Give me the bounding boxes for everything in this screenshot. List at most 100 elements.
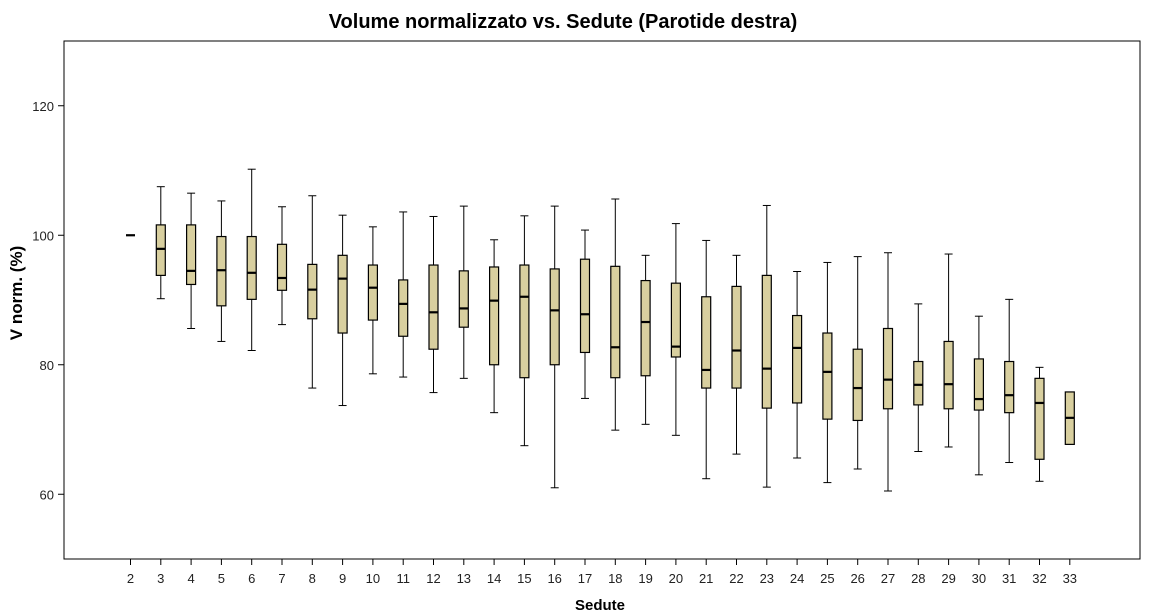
box-17 [579,229,591,399]
box-21 [701,239,712,480]
box-27 [882,252,894,492]
x-axis-label: Sedute [575,597,625,614]
x-tick-label: 9 [339,571,346,586]
x-tick-label: 7 [278,571,285,586]
box-7 [276,206,288,326]
box-22 [731,254,742,455]
box-18 [610,198,621,431]
box-iqr [822,332,833,420]
x-tick-label: 32 [1032,571,1046,586]
box-iqr [549,268,560,366]
box-20 [670,223,682,436]
x-tick-label: 16 [547,571,561,586]
box-iqr [489,266,500,366]
box-3 [155,186,166,300]
chart-title: Volume normalizzato vs. Sedute (Parotide… [329,11,798,33]
box-5 [216,200,227,342]
y-tick-label: 100 [32,228,54,243]
x-tick-label: 8 [309,571,316,586]
box-iqr [761,274,772,409]
x-tick-label: 13 [457,571,471,586]
box-29 [943,253,954,448]
x-tick-label: 24 [790,571,804,586]
box-24 [791,271,803,459]
y-tick-label: 120 [32,99,54,114]
x-tick-label: 3 [157,571,164,586]
box-iqr [367,264,378,321]
x-tick-label: 5 [218,571,225,586]
y-axis: 60 80 100 120 [32,99,64,502]
x-tick-label: 19 [638,571,652,586]
box-19 [640,254,651,425]
box-iqr [640,279,651,377]
box-16 [549,205,560,489]
box-26 [852,256,863,470]
x-tick-label: 15 [517,571,531,586]
x-tick-label: 2 [127,571,134,586]
x-axis: 2 3 4 5 6 7 8 9 10 11 12 13 14 15 16 17 18 19 20 21 22 23 24 25… [127,559,1077,586]
box-iqr [579,258,591,354]
x-tick-label: 21 [699,571,713,586]
x-tick-label: 26 [850,571,864,586]
x-tick-label: 27 [881,571,895,586]
box-25 [822,261,833,484]
box-iqr [398,279,409,337]
box-6 [246,168,257,352]
boxes-group [126,168,1075,492]
box-iqr [943,340,954,410]
box-iqr [1004,360,1015,414]
box-4 [186,192,197,329]
box-12 [428,215,439,394]
plot-area [63,40,1141,560]
box-8 [307,195,318,389]
x-tick-label: 17 [578,571,592,586]
box-iqr [882,327,894,410]
box-11 [398,211,409,378]
x-tick-label: 33 [1063,571,1077,586]
x-tick-label: 11 [396,571,410,586]
x-tick-label: 29 [941,571,955,586]
x-tick-label: 28 [911,571,925,586]
x-tick-label: 14 [487,571,501,586]
x-tick-label: 22 [729,571,743,586]
x-tick-label: 18 [608,571,622,586]
x-tick-label: 4 [187,571,194,586]
box-iqr [276,243,288,291]
box-iqr [791,314,803,404]
box-iqr [428,264,439,350]
x-tick-label: 20 [669,571,683,586]
box-iqr [186,224,197,286]
box-32 [1034,366,1045,482]
box-iqr [670,282,682,358]
box-33 [1064,391,1075,445]
box-iqr [458,270,469,328]
box-iqr [610,265,621,379]
y-tick-label: 80 [40,358,54,373]
box-9 [337,214,348,407]
box-iqr [731,285,742,389]
box-iqr [337,254,348,334]
box-28 [913,303,924,453]
box-10 [367,226,378,375]
box-31 [1004,298,1015,464]
x-tick-label: 12 [426,571,440,586]
box-30 [973,315,985,476]
x-tick-label: 23 [760,571,774,586]
box-iqr [852,348,863,422]
y-tick-label: 60 [40,487,54,502]
box-iqr [519,264,530,379]
box-iqr [155,224,166,276]
box-iqr [307,263,318,320]
x-tick-label: 31 [1002,571,1016,586]
box-iqr [246,235,257,300]
x-tick-label: 6 [248,571,255,586]
y-axis-label: V norm. (%) [7,246,26,340]
box-14 [489,239,500,414]
box-iqr [973,358,985,411]
box-iqr [1034,377,1045,460]
box-23 [761,204,772,488]
x-tick-label: 30 [972,571,986,586]
x-tick-label: 10 [366,571,380,586]
x-tick-label: 25 [820,571,834,586]
